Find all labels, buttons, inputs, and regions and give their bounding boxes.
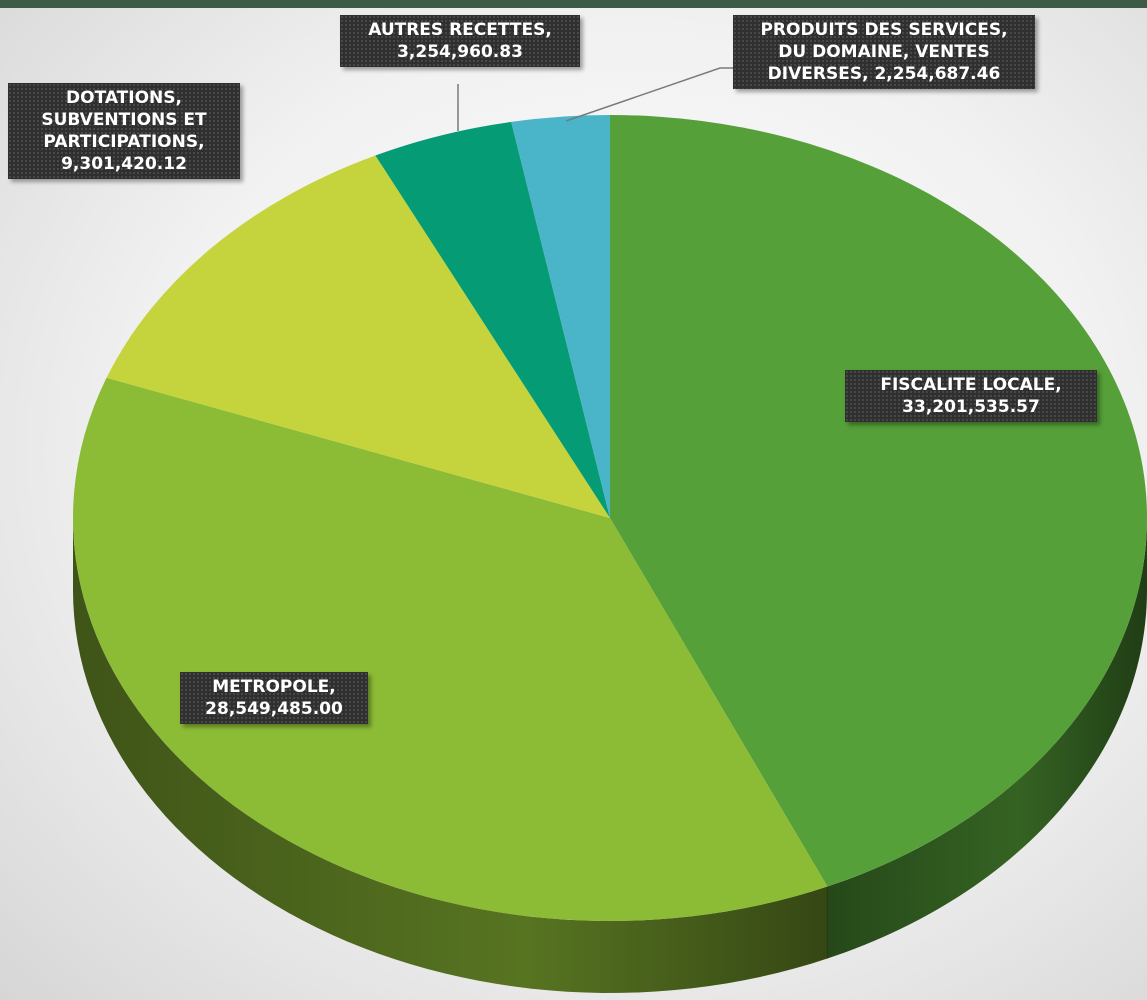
label-value: 33,201,535.57 <box>902 397 1040 417</box>
slice-side <box>827 518 1147 959</box>
data-label: METROPOLE 28,549,485.00 <box>180 672 368 724</box>
label-value: 9,301,420.12 <box>61 154 187 174</box>
pie-slice <box>106 155 610 518</box>
label-category: DOTATIONS, SUBVENTIONS ET PARTICIPATIONS <box>41 88 206 152</box>
label-category: FISCALITE LOCALE <box>880 375 1061 395</box>
label-value: 2,254,687.46 <box>874 64 1001 84</box>
data-label: AUTRES RECETTES 3,254,960.83 <box>340 15 580 67</box>
label-value: 28,549,485.00 <box>205 699 343 719</box>
label-category: METROPOLE <box>212 677 336 697</box>
leader-line <box>565 67 733 122</box>
pie-slice <box>73 377 828 921</box>
pie-slice <box>375 121 610 518</box>
data-label: DOTATIONS, SUBVENTIONS ET PARTICIPATIONS… <box>8 83 240 179</box>
data-label: PRODUITS DES SERVICES, DU DOMAINE, VENTE… <box>733 15 1035 89</box>
pie-slice <box>511 115 610 518</box>
label-category: AUTRES RECETTES <box>368 20 552 40</box>
top-bar <box>0 0 1147 8</box>
slice-side <box>73 518 828 993</box>
pie-slice <box>610 115 1147 887</box>
label-value: 3,254,960.83 <box>397 42 523 62</box>
data-label: FISCALITE LOCALE 33,201,535.57 <box>845 370 1097 422</box>
